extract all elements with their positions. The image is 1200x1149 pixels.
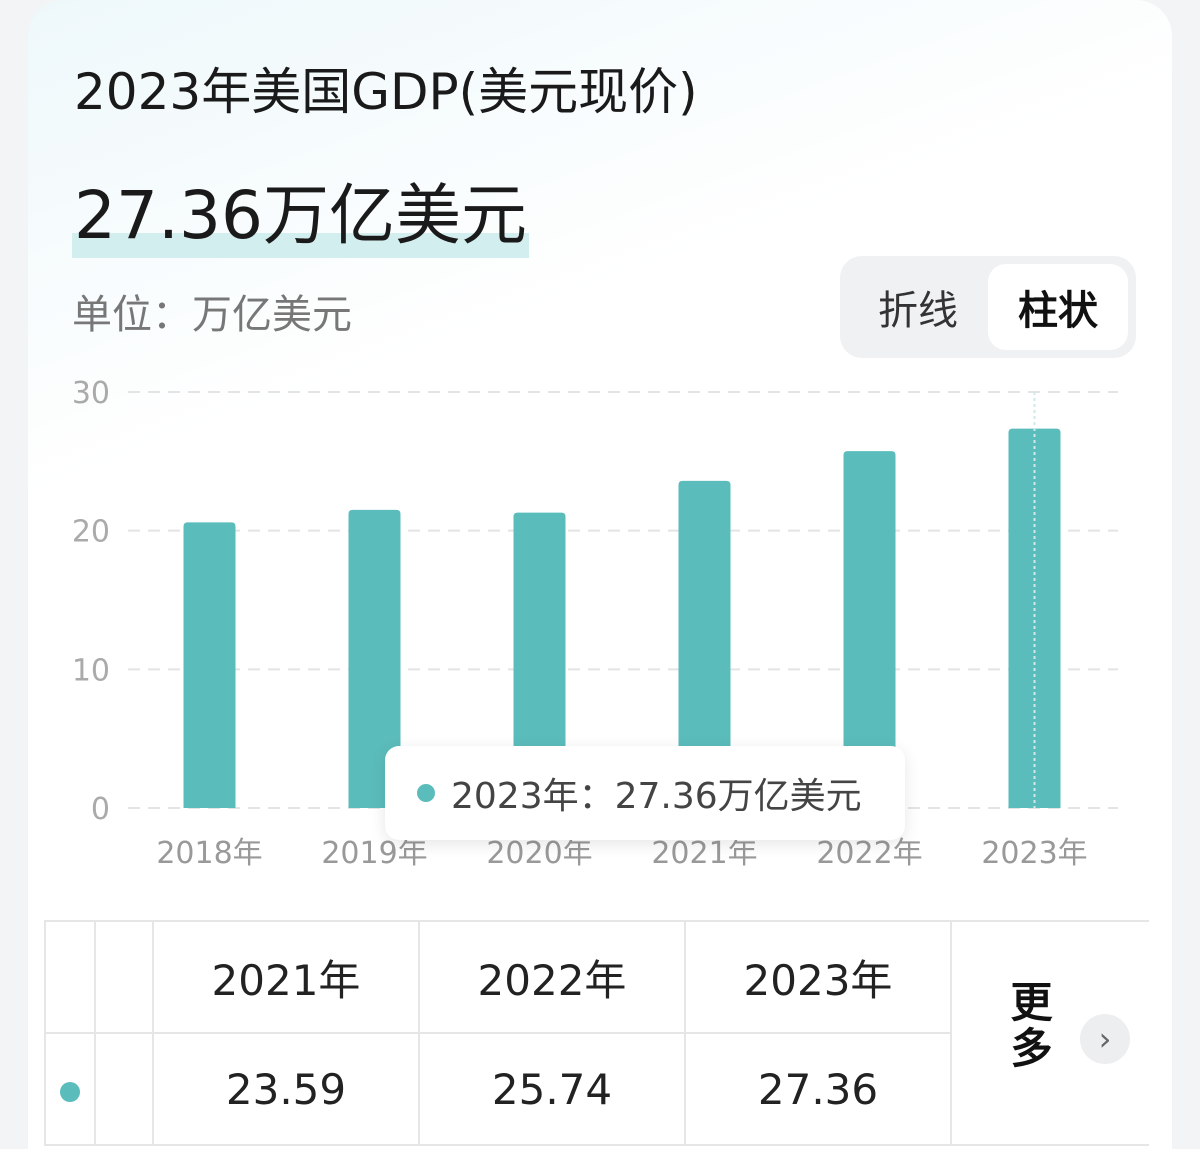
table-value-cell: 25.74 [418, 1032, 686, 1146]
table-spacer-cell [94, 1032, 154, 1146]
chart-tooltip: 2023年：27.36万亿美元 [385, 746, 905, 840]
chart-type-toggle: 折线 柱状 [840, 256, 1136, 358]
bar[interactable] [348, 509, 401, 808]
unit-label: 单位：万亿美元 [72, 292, 352, 338]
table-row-marker [44, 1032, 96, 1146]
toggle-bar-button[interactable]: 柱状 [988, 264, 1128, 350]
tooltip-series-dot [417, 784, 435, 802]
table-header-cell: 2023年 [684, 920, 952, 1034]
bar[interactable] [843, 451, 896, 808]
y-tick-label: 20 [72, 515, 110, 550]
bar[interactable] [513, 512, 566, 808]
x-tick-label: 2021年 [651, 836, 757, 871]
toggle-line-button[interactable]: 折线 [878, 288, 958, 334]
table-value-cell: 27.36 [684, 1032, 952, 1146]
bar[interactable] [678, 480, 731, 808]
data-table: 2021年 2022年 2023年 更多 › 23.59 25.74 27.36 [44, 920, 1149, 1146]
table-header-cell: 2022年 [418, 920, 686, 1034]
chart-title: 2023年美国GDP(美元现价) [74, 63, 698, 121]
x-tick-label: 2019年 [321, 836, 427, 871]
table-corner-cell [44, 920, 96, 1034]
y-tick-label: 30 [72, 376, 110, 411]
table-value-cell: 23.59 [152, 1032, 420, 1146]
table-header-cell: 2021年 [152, 920, 420, 1034]
x-tick-label: 2022年 [816, 836, 922, 871]
y-tick-label: 10 [72, 653, 110, 688]
bar[interactable] [183, 522, 236, 808]
x-tick-label: 2018年 [156, 836, 262, 871]
y-tick-label: 0 [91, 792, 110, 827]
table-corner-cell [94, 920, 154, 1034]
x-tick-label: 2023年 [981, 836, 1087, 871]
more-button[interactable]: 更多 › [950, 920, 1149, 1146]
chevron-right-icon[interactable]: › [1080, 1014, 1130, 1064]
headline-value: 27.36万亿美元 [72, 162, 529, 258]
series-dot [60, 1082, 80, 1102]
more-label: 更多 [1004, 980, 1053, 1072]
tooltip-label: 2023年：27.36万亿美元 [451, 776, 862, 817]
bar-chart[interactable]: 0 10 20 30 2018年 2019年 2020年 2021年 2022年 2023年 [0, 360, 1200, 890]
bar[interactable] [1008, 428, 1061, 808]
x-tick-label: 2020年 [486, 836, 592, 871]
